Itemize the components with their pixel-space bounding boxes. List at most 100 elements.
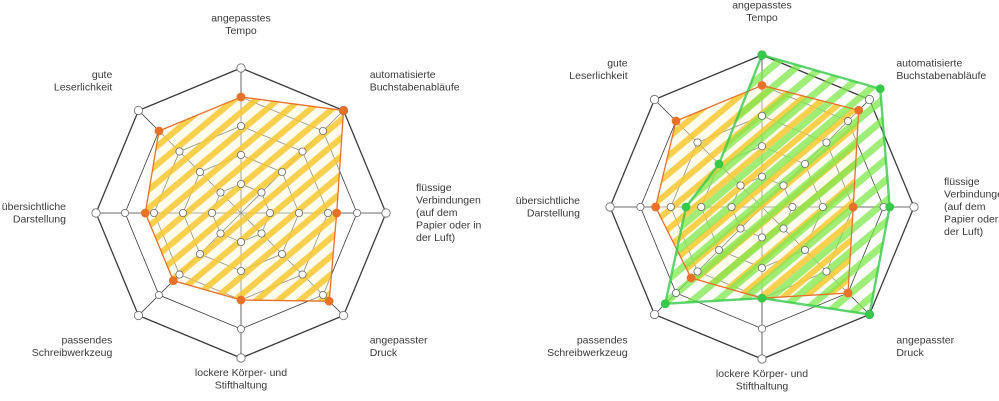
data-point xyxy=(140,208,150,218)
axis-label: übersichtliche Darstellung xyxy=(516,195,580,220)
axis-label: passendes Schreibwerkzeug xyxy=(32,335,113,360)
grid-node xyxy=(91,208,101,218)
axis-label-line: passendes xyxy=(577,334,628,346)
grid-node xyxy=(822,267,831,276)
axis-label-line: Schreibwerkzeug xyxy=(547,347,628,359)
axis-label-line: Stifthaltung xyxy=(215,380,268,392)
data-point xyxy=(236,295,246,305)
axis-label-line: Leserlichkeit xyxy=(54,82,112,94)
grid-node xyxy=(236,237,245,246)
grid-node xyxy=(216,188,225,197)
axis-label: angepasstes Tempo xyxy=(211,13,271,38)
radar-chart-left: angepasstes Tempo automatisierte Buchstaben… xyxy=(2,13,482,392)
grid-node xyxy=(257,229,266,238)
axis-label: angepasstes Tempo xyxy=(732,0,792,24)
axis-label-line: angepasster xyxy=(896,334,954,346)
grid-node xyxy=(672,288,681,297)
grid-node xyxy=(818,202,827,211)
data-point xyxy=(651,202,660,212)
grid-node xyxy=(788,202,797,211)
axis-label-line: lockere Körper- und xyxy=(716,368,808,380)
grid-node xyxy=(909,202,919,212)
data-point xyxy=(332,208,342,218)
axis-label-line: Leserlichkeit xyxy=(569,70,627,82)
data-point xyxy=(671,116,681,126)
axis-label: gute Leserlichkeit xyxy=(569,57,628,82)
axis-label: übersichtliche Darstellung xyxy=(2,201,66,226)
grid-node xyxy=(800,160,809,169)
series-area xyxy=(145,97,344,302)
grid-node xyxy=(758,324,767,333)
grid-node xyxy=(666,202,675,211)
axis-label-line: Tempo xyxy=(225,25,257,37)
grid-node xyxy=(207,208,216,217)
data-point xyxy=(885,202,895,212)
grid-node xyxy=(779,224,788,233)
axis-label-line: gute xyxy=(92,69,113,81)
grid-node xyxy=(800,245,809,254)
grid-node xyxy=(175,270,184,279)
axis-label-line: Verbindungen xyxy=(944,189,999,201)
grid-node xyxy=(758,263,767,272)
radar-chart-right: angepasstes Tempo automatisierte Buchstaben… xyxy=(516,0,999,393)
data-point xyxy=(854,105,864,115)
grid-nodes xyxy=(91,63,391,363)
axis-label-line: Papier oder in xyxy=(944,214,999,226)
axis-label-line: Darstellung xyxy=(527,207,580,219)
axis-label-line: Papier oder in xyxy=(416,220,482,232)
axis-label-line: flüssige xyxy=(944,176,980,188)
axis-label-line: Druck xyxy=(370,347,398,359)
axis-label: lockere Körper- und Stifthaltung xyxy=(716,368,808,393)
grid-node xyxy=(178,208,187,217)
data-point xyxy=(843,288,853,298)
axis-label: angepasster Druck xyxy=(370,335,428,360)
axis-label-line: Tempo xyxy=(746,12,778,24)
grid-node xyxy=(736,181,745,190)
data-point xyxy=(324,296,334,306)
grid-node xyxy=(149,208,158,217)
axis-label-line: (auf dem xyxy=(416,207,458,219)
axis-label-line: lockere Körper- und xyxy=(195,367,287,379)
grid-node xyxy=(195,250,204,259)
axis-label: lockere Körper- und Stifthaltung xyxy=(195,367,287,392)
grid-node xyxy=(236,63,246,73)
grid-node xyxy=(779,181,788,190)
grid-node xyxy=(133,105,144,116)
grid-node xyxy=(352,208,361,217)
grid-node xyxy=(727,202,736,211)
grid-node xyxy=(154,291,163,300)
axis-label-line: automatisierte xyxy=(896,57,962,69)
grid-node xyxy=(319,291,328,300)
grid-node xyxy=(195,167,204,176)
data-point xyxy=(339,106,348,115)
grid-node xyxy=(649,94,660,105)
axis-label-line: angepasster xyxy=(370,335,428,347)
grid-node xyxy=(319,126,328,135)
grid-node xyxy=(298,147,307,156)
grid-node xyxy=(236,353,246,363)
data-point xyxy=(757,81,767,90)
axis-label: automatisierte Buchstabenabläufe xyxy=(370,69,460,94)
axis-label-line: automatisierte xyxy=(370,69,436,81)
data-point xyxy=(236,92,246,102)
grid-node xyxy=(236,122,245,131)
data-point xyxy=(848,202,858,212)
grid-node xyxy=(294,208,303,217)
data-point xyxy=(660,299,670,309)
axis-label-line: Druck xyxy=(896,347,924,359)
grid-node xyxy=(265,208,274,217)
grid-node xyxy=(278,250,287,259)
axis-label-line: Buchstabenabläufe xyxy=(896,70,986,82)
axis-label-line: angepasstes xyxy=(732,0,792,12)
grid-node xyxy=(693,138,702,147)
grid-node xyxy=(216,229,225,238)
data-point xyxy=(875,84,885,94)
axis-label-line: Darstellung xyxy=(13,213,66,225)
grid-node xyxy=(715,245,724,254)
grid-node xyxy=(636,202,645,211)
data-point xyxy=(168,276,178,286)
grid-node xyxy=(758,111,767,120)
axis-label-line: gute xyxy=(607,57,628,69)
axis-label-line: Schreibwerkzeug xyxy=(32,347,113,359)
